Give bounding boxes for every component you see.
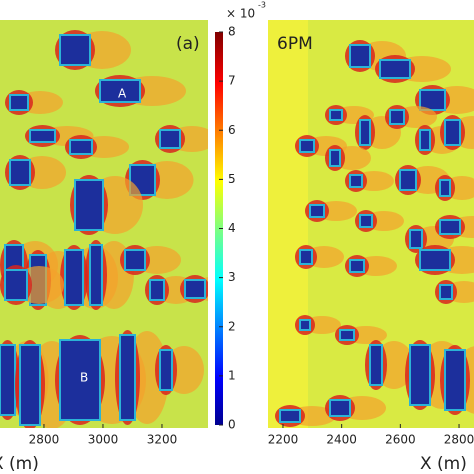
- colorbar-scale: × 10: [226, 7, 255, 21]
- building: [59, 34, 91, 66]
- building: [444, 119, 461, 146]
- building: [74, 179, 104, 231]
- building: [349, 259, 365, 273]
- building: [369, 344, 383, 386]
- building: [389, 109, 405, 125]
- building: [419, 129, 431, 151]
- colorbar-tick-label: 7: [228, 74, 236, 88]
- building: [409, 344, 431, 406]
- building: [419, 89, 446, 111]
- building: [439, 179, 451, 197]
- x-tick-label: 3000: [88, 433, 119, 447]
- building: [159, 129, 181, 149]
- building: [419, 249, 451, 271]
- x-tick-label: 2800: [444, 433, 474, 447]
- x-axis-label: X (m): [0, 454, 39, 474]
- building: [329, 149, 341, 167]
- colorbar-tick-label: 3: [228, 270, 236, 284]
- colorbar-tick-label: 8: [228, 25, 236, 39]
- colorbar-exponent: -3: [258, 1, 266, 10]
- x-tick-label: 2800: [29, 433, 60, 447]
- x-tick-label: 3200: [147, 433, 178, 447]
- building: [159, 349, 173, 391]
- building: [69, 139, 93, 155]
- building: [299, 319, 311, 331]
- building: [329, 109, 343, 121]
- x-tick-label: 2200: [268, 433, 299, 447]
- building: [99, 79, 141, 103]
- panel-label: 6PM: [277, 34, 313, 54]
- building: [329, 399, 351, 417]
- building: [149, 279, 165, 301]
- field-panel: [0, 20, 208, 428]
- building: [279, 409, 301, 423]
- building: [0, 344, 16, 416]
- building: [359, 214, 373, 228]
- building: [299, 249, 313, 265]
- field-panel: [268, 20, 474, 428]
- building: [184, 279, 206, 299]
- building: [339, 329, 355, 341]
- building: [444, 349, 466, 411]
- x-tick-label: 2400: [326, 433, 357, 447]
- building: [9, 159, 31, 186]
- building: [379, 59, 411, 79]
- building: [399, 169, 417, 191]
- x-tick-label: 2600: [385, 433, 416, 447]
- colorbar-tick-label: 5: [228, 172, 236, 186]
- building: [299, 139, 315, 153]
- annotation: B: [80, 371, 88, 385]
- building: [9, 94, 29, 111]
- building: [359, 119, 371, 146]
- colorbar-tick-label: 1: [228, 368, 236, 382]
- building: [29, 129, 56, 143]
- building: [349, 44, 371, 68]
- colorbar-tick-label: 2: [228, 319, 236, 333]
- building: [439, 284, 453, 300]
- colorbar-tick-label: 0: [228, 418, 236, 432]
- building: [124, 249, 146, 271]
- building: [19, 344, 41, 426]
- building: [119, 334, 136, 421]
- panel-label: (a): [176, 34, 200, 54]
- building: [439, 219, 461, 235]
- building: [64, 249, 84, 306]
- annotation: A: [118, 87, 127, 101]
- colorbar-tick-label: 6: [228, 123, 236, 137]
- building: [349, 174, 363, 188]
- building: [309, 204, 325, 218]
- x-axis-label: X (m): [420, 454, 467, 474]
- building: [59, 339, 101, 421]
- colorbar-tick-label: 4: [228, 221, 236, 235]
- building: [89, 244, 103, 306]
- building: [4, 269, 28, 301]
- building: [409, 229, 423, 249]
